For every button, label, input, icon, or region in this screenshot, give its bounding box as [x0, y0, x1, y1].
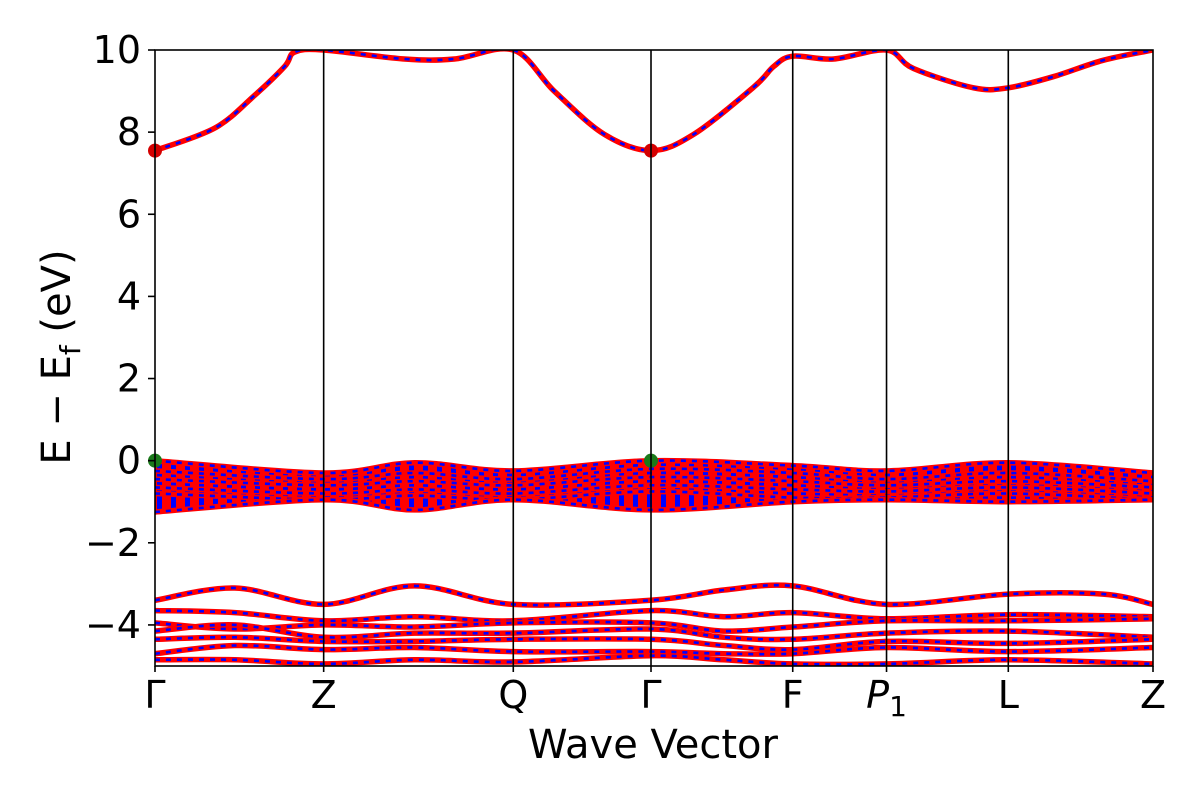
y-axis-label-unit: (eV) — [34, 249, 80, 345]
x-tick-label-4: F — [782, 673, 804, 717]
x-tick-label-5: P1 — [866, 673, 907, 723]
x-axis: Γ Z Q Γ F P1 L Z — [144, 666, 1166, 723]
y-axis: −4 −2 0 2 4 6 8 10 — [85, 28, 155, 647]
x-tick-label-0: Γ — [144, 673, 165, 717]
y-tick-label-4: 4 — [117, 274, 141, 318]
y-tick-label-7: 10 — [93, 28, 141, 72]
conduction-band-0-spin-down — [155, 50, 1153, 152]
conduction-band-0-spin-up — [155, 50, 1153, 154]
y-tick-label-6: 8 — [117, 110, 141, 154]
x-tick-label-1: Z — [311, 673, 337, 717]
y-axis-label-main: E − E — [34, 355, 80, 465]
kpoint-lines — [322, 50, 1010, 666]
y-axis-label: E − Ef (eV) — [34, 249, 87, 464]
x-tick-label-6: L — [998, 673, 1019, 717]
y-tick-label-0: −4 — [85, 603, 141, 647]
x-tick-label-2: Q — [498, 673, 528, 717]
y-tick-label-3: 2 — [117, 357, 141, 401]
y-axis-label-subscript: f — [54, 344, 87, 355]
x-tick-label-7: Z — [1140, 673, 1166, 717]
x-tick-label-3: Γ — [640, 673, 661, 717]
y-tick-label-2: 0 — [117, 439, 141, 483]
lower-band-0-spin-down — [155, 583, 1153, 607]
plot-frame — [154, 49, 1154, 667]
x-axis-label: Wave Vector — [528, 722, 779, 768]
y-tick-label-5: 6 — [117, 192, 141, 236]
y-tick-label-1: −2 — [85, 521, 141, 565]
